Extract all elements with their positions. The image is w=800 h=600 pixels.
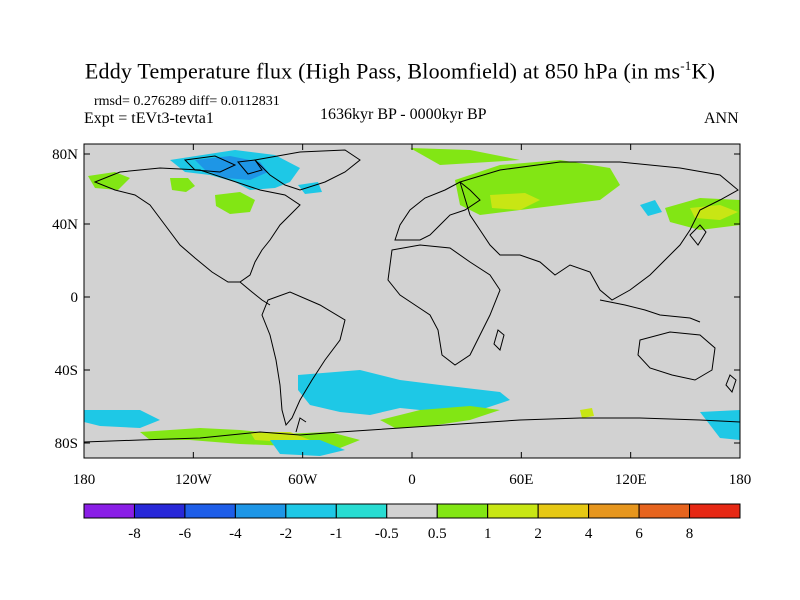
anomaly-indian-ocean-patch [580, 408, 594, 418]
coastline-europe [394, 181, 481, 241]
anomaly-east-siberia-cyan [640, 200, 662, 216]
colorbar-swatch [285, 503, 337, 519]
latitude-ticks: 80N 40N 0 40S 80S [52, 147, 740, 452]
colorbar-swatch [436, 503, 489, 519]
colorbar-label: -0.5 [375, 526, 399, 542]
colorbar-swatch [184, 503, 236, 519]
colorbar-label: -6 [179, 526, 192, 542]
anomaly-arctic-strip [410, 148, 520, 165]
season-label: ANN [704, 110, 739, 127]
coastline-arctic-islands [183, 155, 263, 175]
period-label: 1636kyr BP - 0000kyr BP [320, 106, 487, 123]
anomaly-alaska-green [88, 172, 130, 190]
lon-tick-label: 120W [175, 472, 213, 488]
coastline-new-zealand [725, 374, 737, 393]
colorbar-label: -8 [128, 526, 141, 542]
coastline-indonesia [599, 299, 701, 323]
coastline-south-america [261, 291, 346, 427]
lon-tick-label: 180 [73, 472, 96, 488]
coastline-antarctic-peninsula [295, 417, 307, 433]
lat-tick-label: 40N [52, 217, 78, 233]
stats-line: rmsd= 0.276289 diff= 0.0112831 [94, 94, 280, 109]
colorbar-label: 1 [484, 526, 492, 542]
colorbar-swatch [335, 503, 388, 519]
coastline-australia [637, 331, 716, 381]
colorbar-label: 6 [635, 526, 643, 542]
lon-tick-label: 120E [615, 472, 647, 488]
coastline-africa [387, 244, 501, 366]
lon-tick-label: 60W [288, 472, 318, 488]
colorbar-label: 4 [585, 526, 593, 542]
coastlines [84, 149, 740, 443]
anomaly-patches [84, 148, 740, 456]
colorbar-label: -1 [330, 526, 343, 542]
colorbar-label: 0.5 [428, 526, 447, 542]
colorbar-swatch [588, 503, 640, 519]
colorbar-swatch [487, 503, 539, 519]
colorbar-label: -4 [229, 526, 242, 542]
coastline-antarctica [84, 417, 740, 443]
colorbar-label: 8 [686, 526, 694, 542]
lat-tick-label: 0 [71, 290, 79, 306]
lat-tick-label: 80S [55, 436, 78, 452]
colorbar-label: -2 [280, 526, 293, 542]
anomaly-southpacific-cyan [84, 410, 160, 428]
anomaly-southern-green [380, 406, 500, 428]
lon-tick-label: 180 [729, 472, 752, 488]
coastline-greenland [253, 149, 361, 191]
lon-tick-label: 60E [509, 472, 533, 488]
lat-tick-label: 40S [55, 363, 78, 379]
colorbar-swatch [537, 503, 590, 519]
coastline-madagascar [493, 329, 505, 351]
colorbar-swatch [689, 503, 741, 519]
colorbar-swatch [234, 503, 287, 519]
colorbar-swatch [638, 503, 691, 519]
lat-tick-label: 80N [52, 147, 78, 163]
anomaly-canada-green [215, 192, 255, 214]
coastline-japan [689, 224, 707, 246]
colorbar-swatch [133, 503, 186, 519]
anomaly-pacific-green [170, 178, 195, 192]
lon-tick-label: 0 [408, 472, 416, 488]
colorbar-swatch [83, 503, 135, 519]
anomaly-ross-sea-cyan [700, 410, 740, 440]
chart-title: Eddy Temperature flux (High Pass, Bloomf… [84, 58, 716, 84]
coastline-central-america [239, 281, 271, 306]
coastline-north-america [93, 167, 301, 283]
anomaly-antarctic-cyan [270, 440, 345, 456]
anomaly-siberia-yellow [490, 193, 540, 210]
colorbar: -8 -6 -4 -2 -1 -0.5 0.5 1 2 4 6 8 [83, 503, 741, 542]
colorbar-label: 2 [534, 526, 542, 542]
coastline-asia [459, 161, 739, 301]
longitude-ticks: 180 120W 60W 0 60E 120E 180 [73, 144, 752, 488]
experiment-label: Expt = tEVt3-tevta1 [84, 110, 214, 127]
anomaly-southatlantic-cyan [298, 370, 510, 415]
colorbar-swatch [386, 503, 438, 519]
